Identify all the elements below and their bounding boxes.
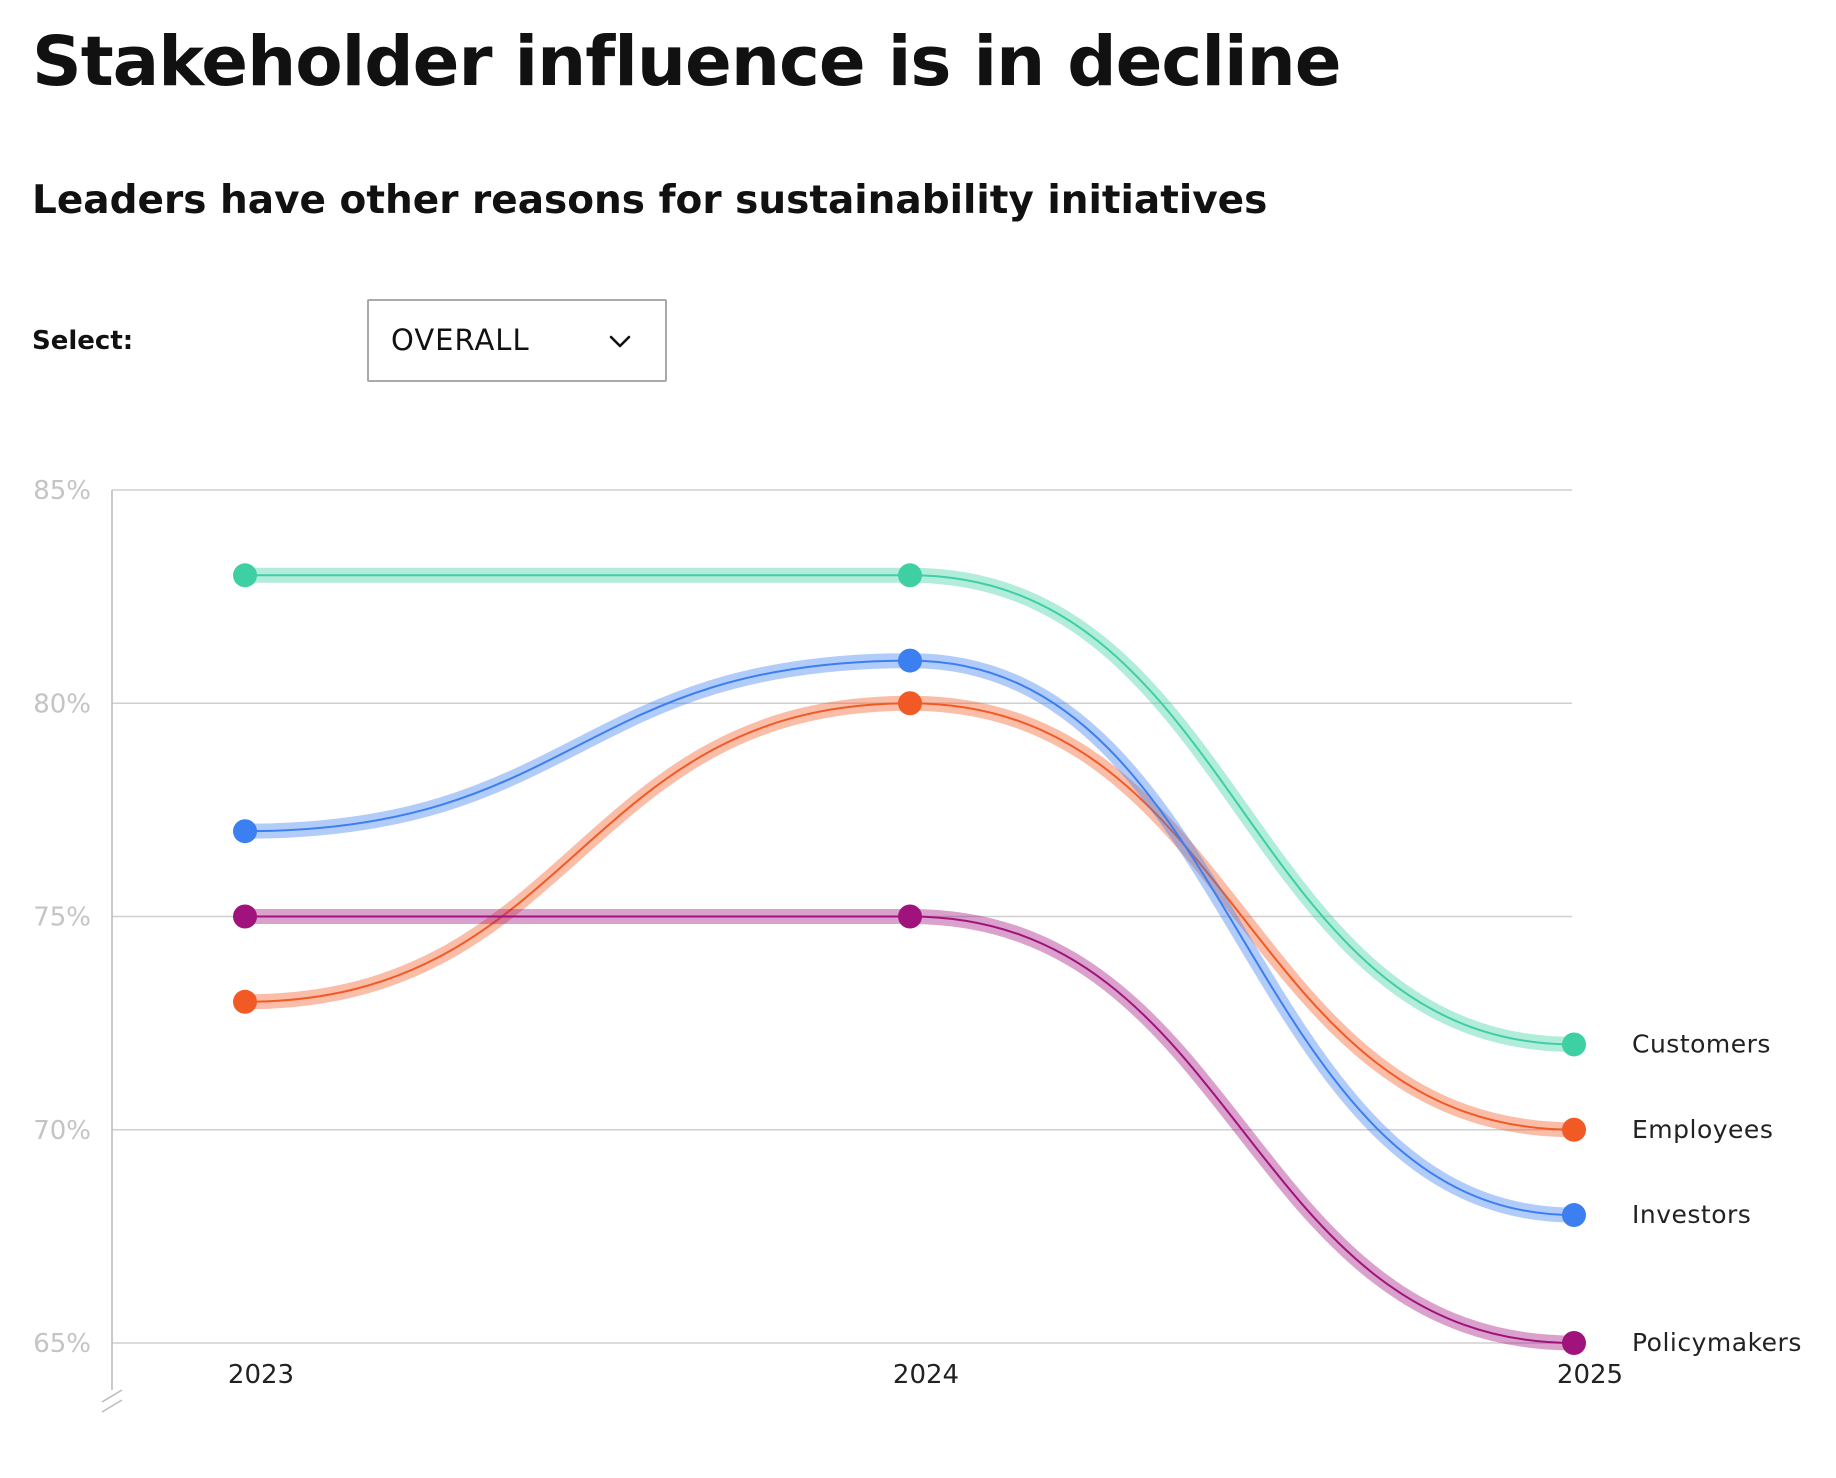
data-point-customers-2024[interactable]	[898, 563, 922, 588]
series-halo-investors	[237, 653, 1582, 1223]
series-line-customers	[245, 574, 1575, 1046]
chevron-down-icon	[609, 335, 631, 348]
axis-layer: 65% 70% 75% 80% 85% 2023 2024 2025	[33, 476, 1623, 1413]
data-point-policymakers-2023[interactable]	[233, 904, 257, 929]
page-subtitle: Leaders have other reasons for sustainab…	[32, 178, 1268, 223]
series-policymakers[interactable]	[233, 904, 1586, 1356]
series-line-investors	[244, 659, 1575, 1217]
data-point-investors-2025[interactable]	[1562, 1203, 1586, 1228]
legend-label-employees: Employees	[1632, 1115, 1773, 1144]
data-point-investors-2024[interactable]	[898, 648, 922, 673]
series-line-policymakers	[245, 915, 1575, 1344]
data-point-customers-2023[interactable]	[233, 563, 257, 588]
y-tick-label: 75%	[33, 903, 91, 933]
series-layer	[233, 563, 1586, 1355]
page-title: Stakeholder influence is in decline	[32, 22, 1342, 102]
dropdown-selected-value: OVERALL	[391, 323, 530, 357]
data-point-policymakers-2024[interactable]	[898, 904, 922, 929]
y-tick-label: 85%	[33, 476, 91, 506]
data-point-employees-2023[interactable]	[233, 989, 257, 1014]
legend-label-customers: Customers	[1632, 1029, 1771, 1058]
y-tick-label: 80%	[33, 689, 91, 719]
x-tick-label: 2023	[228, 1360, 294, 1390]
series-customers[interactable]	[233, 563, 1586, 1057]
y-tick-label: 70%	[33, 1116, 91, 1146]
legend-label-investors: Investors	[1632, 1200, 1751, 1229]
x-tick-label: 2024	[893, 1360, 959, 1390]
legend-label-policymakers: Policymakers	[1632, 1328, 1802, 1357]
data-point-customers-2025[interactable]	[1562, 1032, 1586, 1057]
segment-dropdown[interactable]: OVERALL	[367, 299, 667, 382]
data-point-employees-2024[interactable]	[898, 691, 922, 716]
data-point-investors-2023[interactable]	[233, 819, 257, 844]
data-point-employees-2025[interactable]	[1562, 1117, 1586, 1142]
axis-break-mark	[101, 1389, 123, 1413]
select-label: Select:	[32, 326, 134, 356]
x-tick-label: 2025	[1557, 1360, 1623, 1390]
label-layer: Customers Employees Investors Policymakers	[1632, 1029, 1802, 1357]
y-tick-label: 65%	[33, 1329, 91, 1359]
series-investors[interactable]	[233, 648, 1586, 1228]
data-point-policymakers-2025[interactable]	[1562, 1331, 1586, 1355]
series-employees[interactable]	[233, 691, 1586, 1142]
